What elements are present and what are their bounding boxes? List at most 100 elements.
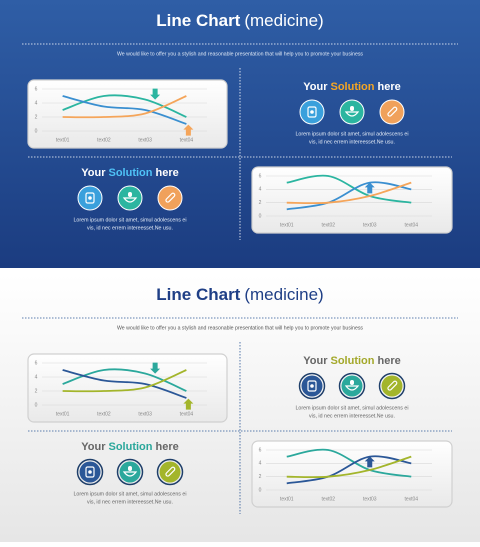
x-tick-label: text03 xyxy=(363,496,377,502)
x-tick-label: text03 xyxy=(138,411,152,417)
y-tick-label: 6 xyxy=(259,447,262,453)
icon-ring xyxy=(298,372,326,400)
x-tick-label: text04 xyxy=(404,222,418,228)
y-tick-label: 0 xyxy=(35,128,38,134)
arrow-icon xyxy=(183,124,194,136)
icon-ring xyxy=(338,372,366,400)
heading-highlight: Solution xyxy=(331,81,375,93)
body-text: vis, id nec errem intereesset.Ne usu. xyxy=(87,499,173,505)
y-tick-label: 4 xyxy=(35,100,38,106)
series-line xyxy=(286,448,412,478)
y-tick-label: 2 xyxy=(259,200,262,206)
arrow-icon xyxy=(150,88,161,100)
solution-heading: Your Solution here xyxy=(81,167,179,179)
slide-title: Line Chart (medicine) xyxy=(156,11,323,30)
x-tick-label: text04 xyxy=(180,411,194,417)
series-line xyxy=(286,181,412,211)
heading-pre: Your xyxy=(303,81,328,93)
heading-post: here xyxy=(156,441,179,453)
body-text: Lorem ipsum dolor sit amet, simul adoles… xyxy=(73,491,186,497)
heading-highlight: Solution xyxy=(109,167,153,179)
series-line xyxy=(62,368,187,392)
icon-glyph xyxy=(122,471,138,477)
icon-glyph xyxy=(387,106,398,117)
y-tick-label: 2 xyxy=(35,114,38,120)
y-tick-label: 6 xyxy=(35,360,38,366)
heading-pre: Your xyxy=(81,167,106,179)
heading-post: here xyxy=(378,355,401,367)
arrow-icon xyxy=(364,456,375,468)
body-text: Lorem ipsum dolor sit amet, simul adoles… xyxy=(73,217,186,223)
heading-highlight: Solution xyxy=(331,355,375,367)
x-tick-label: text02 xyxy=(321,496,335,502)
series-line xyxy=(286,174,412,204)
series-line xyxy=(62,369,187,393)
x-tick-label: text04 xyxy=(180,137,194,143)
icon-glyph xyxy=(85,192,95,204)
arrow-icon xyxy=(150,362,161,374)
series-line xyxy=(62,95,187,125)
y-tick-label: 6 xyxy=(259,173,262,179)
icon-ring xyxy=(378,372,406,400)
y-tick-label: 4 xyxy=(259,461,262,467)
body-text: vis, id nec errem intereesset.Ne usu. xyxy=(87,225,173,231)
icon-glyph xyxy=(344,111,360,117)
icon-glyph xyxy=(350,106,354,111)
y-tick-label: 0 xyxy=(259,213,262,219)
y-tick-label: 6 xyxy=(35,86,38,92)
series-line xyxy=(62,94,187,118)
x-tick-label: text02 xyxy=(321,222,335,228)
solution-heading: Your Solution here xyxy=(303,81,401,93)
title-bold: Line Chart xyxy=(156,285,240,304)
title-bold: Line Chart xyxy=(156,11,240,30)
title-rest: (medicine) xyxy=(244,11,323,30)
icon-glyph xyxy=(307,380,317,392)
line-chart: 0 2 4 6 text01 text02 text03 text04 xyxy=(251,440,453,508)
slide-subtitle: We would like to offer you a stylish and… xyxy=(117,325,363,331)
icon-glyph xyxy=(310,110,314,114)
body-text: vis, id nec errem intereesset.Ne usu. xyxy=(309,139,395,145)
icon-glyph xyxy=(344,385,360,391)
x-tick-label: text01 xyxy=(56,411,70,417)
series-line xyxy=(62,369,187,399)
y-tick-label: 2 xyxy=(259,474,262,480)
icon xyxy=(159,461,181,483)
icon-ring xyxy=(116,458,144,486)
y-tick-label: 0 xyxy=(35,402,38,408)
slide-subtitle: We would like to offer you a stylish and… xyxy=(117,51,363,57)
heading-highlight: Solution xyxy=(109,441,153,453)
icon-ring xyxy=(76,458,104,486)
icon-glyph xyxy=(165,192,176,203)
y-tick-label: 4 xyxy=(259,187,262,193)
icon-glyph xyxy=(122,197,138,203)
line-chart: 0 2 4 6 text01 text02 text03 text04 xyxy=(27,353,228,423)
series-line xyxy=(286,181,412,205)
body-text: vis, id nec errem intereesset.Ne usu. xyxy=(309,413,395,419)
x-tick-label: text02 xyxy=(97,411,111,417)
icon-glyph xyxy=(85,466,95,478)
body-text: Lorem ipsum dolor sit amet, simul adoles… xyxy=(295,405,408,411)
title-rest: (medicine) xyxy=(244,285,323,304)
icon-glyph xyxy=(350,380,354,385)
heading-pre: Your xyxy=(303,355,328,367)
x-tick-label: text01 xyxy=(280,496,294,502)
x-tick-label: text01 xyxy=(280,222,294,228)
x-tick-label: text03 xyxy=(363,222,377,228)
icon-glyph xyxy=(88,470,92,474)
slide-title: Line Chart (medicine) xyxy=(156,285,323,304)
icon-glyph xyxy=(128,192,132,197)
body-text: Lorem ipsum dolor sit amet, simul adoles… xyxy=(295,131,408,137)
heading-post: here xyxy=(156,167,179,179)
icon-ring xyxy=(156,458,184,486)
y-tick-label: 4 xyxy=(35,374,38,380)
x-tick-label: text01 xyxy=(56,137,70,143)
line-chart: 0 2 4 6 text01 text02 text03 text04 xyxy=(27,79,228,149)
y-tick-label: 2 xyxy=(35,388,38,394)
solution-heading: Your Solution here xyxy=(81,441,179,453)
icon-glyph xyxy=(88,196,92,200)
icon xyxy=(157,185,183,211)
icon-glyph xyxy=(128,466,132,471)
x-tick-label: text03 xyxy=(138,137,152,143)
icon-glyph xyxy=(307,106,317,118)
